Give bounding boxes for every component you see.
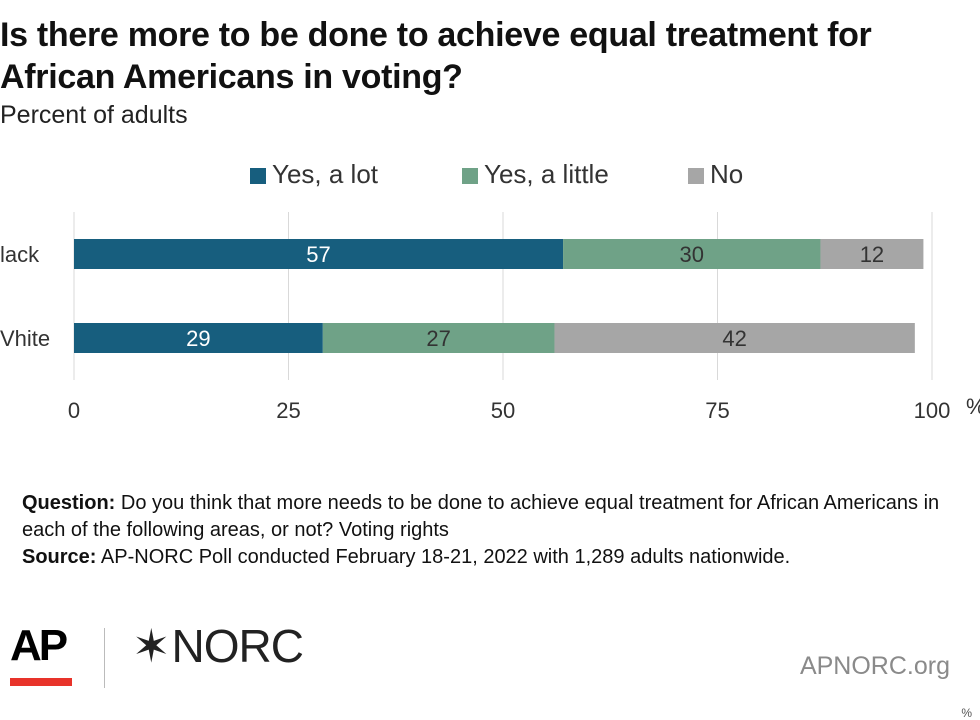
question-note: Question: Do you think that more needs t… [22,490,952,544]
tick-label: 50 [491,398,515,423]
category-labels: lack Vhite [0,242,50,351]
ap-logo-underline [10,678,72,686]
chart-subtitle: Percent of adults [0,101,188,129]
chart-title: Is there more to be done to achieve equa… [0,16,872,96]
data-label: 12 [860,242,884,267]
source-text: AP-NORC Poll conducted February 18-21, 2… [96,546,791,568]
question-text: Do you think that more needs to be done … [22,492,940,541]
axis-unit-label: % [966,394,980,419]
data-label: 27 [426,326,450,351]
data-label: 30 [680,242,704,267]
ap-logo-text: AP [10,621,68,670]
data-label: 57 [306,242,330,267]
category-label: lack [0,242,40,267]
tick-label: 75 [705,398,729,423]
norc-logo-text: NORC [171,620,304,672]
legend-swatch [250,168,266,184]
bar-segment [820,239,924,269]
bars: 57 30 12 29 27 42 [74,239,924,353]
bar-segment [563,239,821,269]
ap-logo: AP [10,622,72,686]
question-label: Question: [22,492,116,514]
stacked-bar-chart: Yes, a lot Yes, a little No 57 30 12 29 27 42 l… [0,159,980,423]
tick-label: 25 [276,398,300,423]
data-label: 42 [722,326,746,351]
chart-notes: Question: Do you think that more needs t… [22,490,952,571]
legend-swatch [688,168,704,184]
bar-segment [322,323,555,353]
source-label: Source: [22,546,97,568]
tick-label: 100 [914,398,951,423]
x-axis: 0 25 50 75 100% [68,394,980,423]
legend-label: Yes, a lot [272,159,379,189]
gridlines [73,212,933,380]
bar-segment [74,323,323,353]
source-note: Source: AP-NORC Poll conducted February … [22,544,952,571]
bar-segment [554,323,915,353]
data-label: 29 [186,326,210,351]
norc-star-icon: ✶ [132,620,171,672]
norc-logo: ✶NORC [132,620,304,672]
site-link: APNORC.org [799,652,950,680]
legend: Yes, a lot Yes, a little No [250,159,743,189]
category-label: Vhite [0,326,50,351]
corner-mark: % [961,706,972,720]
tick-label: 0 [68,398,80,423]
legend-label: No [710,159,743,189]
bar-segment [74,239,564,269]
legend-label: Yes, a little [484,159,609,189]
logo-divider [104,628,105,688]
legend-swatch [462,168,478,184]
